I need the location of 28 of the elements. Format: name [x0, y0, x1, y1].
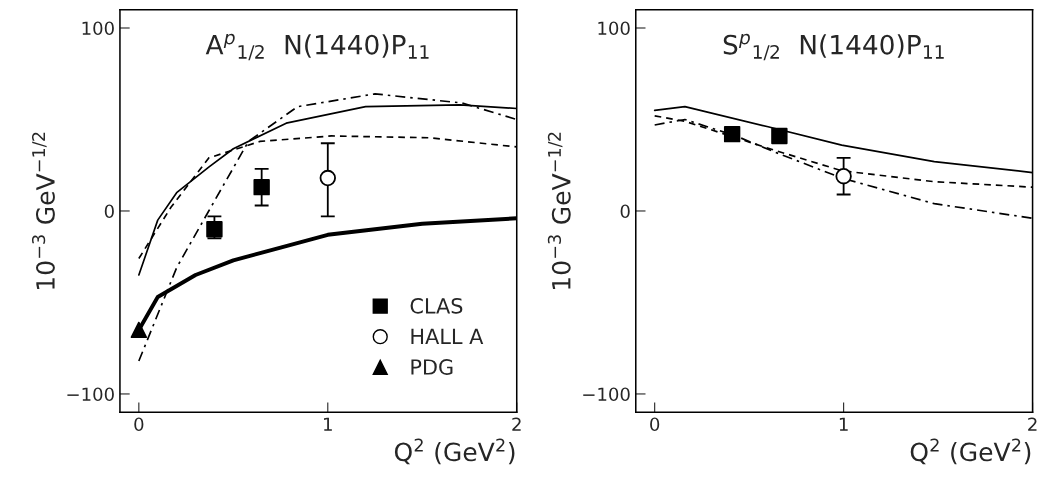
y-axis-title: 10$^{−3}$ GeV$^{−1/2}$: [31, 132, 55, 289]
y-tick-label: 0: [104, 204, 114, 219]
point: [253, 178, 270, 196]
x-tick-label: 1: [324, 417, 332, 431]
x-tick-label: 2: [512, 417, 521, 431]
point: [723, 125, 741, 143]
x-axis-title: Q$^{2}$ (GeV$^{2}$): [910, 438, 1031, 465]
x-tick-label: 1: [839, 417, 848, 431]
y-tick-label: 100: [82, 21, 114, 36]
point: [130, 321, 148, 339]
point: [835, 168, 852, 185]
x-tick-label: 0: [134, 417, 144, 432]
y-tick-label: 0: [620, 204, 630, 219]
y-tick-label: −100: [67, 387, 114, 402]
legend-label: CLAS: [410, 297, 463, 314]
x-axis-title: Q$^{2}$ (GeV$^{2}$): [394, 438, 515, 465]
text: S$^{p}$$_{1/2}$ N(1440)P$_{11}$: [723, 33, 944, 61]
legend-label: PDG: [411, 359, 453, 375]
y-tick-label: 100: [598, 21, 630, 36]
y-tick-label: −100: [583, 387, 630, 402]
x-tick-label: 0: [650, 417, 660, 432]
legend-label: HALL A: [411, 328, 484, 344]
point: [771, 127, 788, 145]
point: [206, 221, 223, 238]
text: A$^{p}$$_{1/2}$ N(1440)P$_{11}$: [205, 33, 429, 61]
point: [319, 169, 336, 187]
y-axis-title: 10$^{−3}$ GeV$^{−1/2}$: [547, 132, 571, 289]
x-tick-label: 2: [1028, 417, 1037, 431]
